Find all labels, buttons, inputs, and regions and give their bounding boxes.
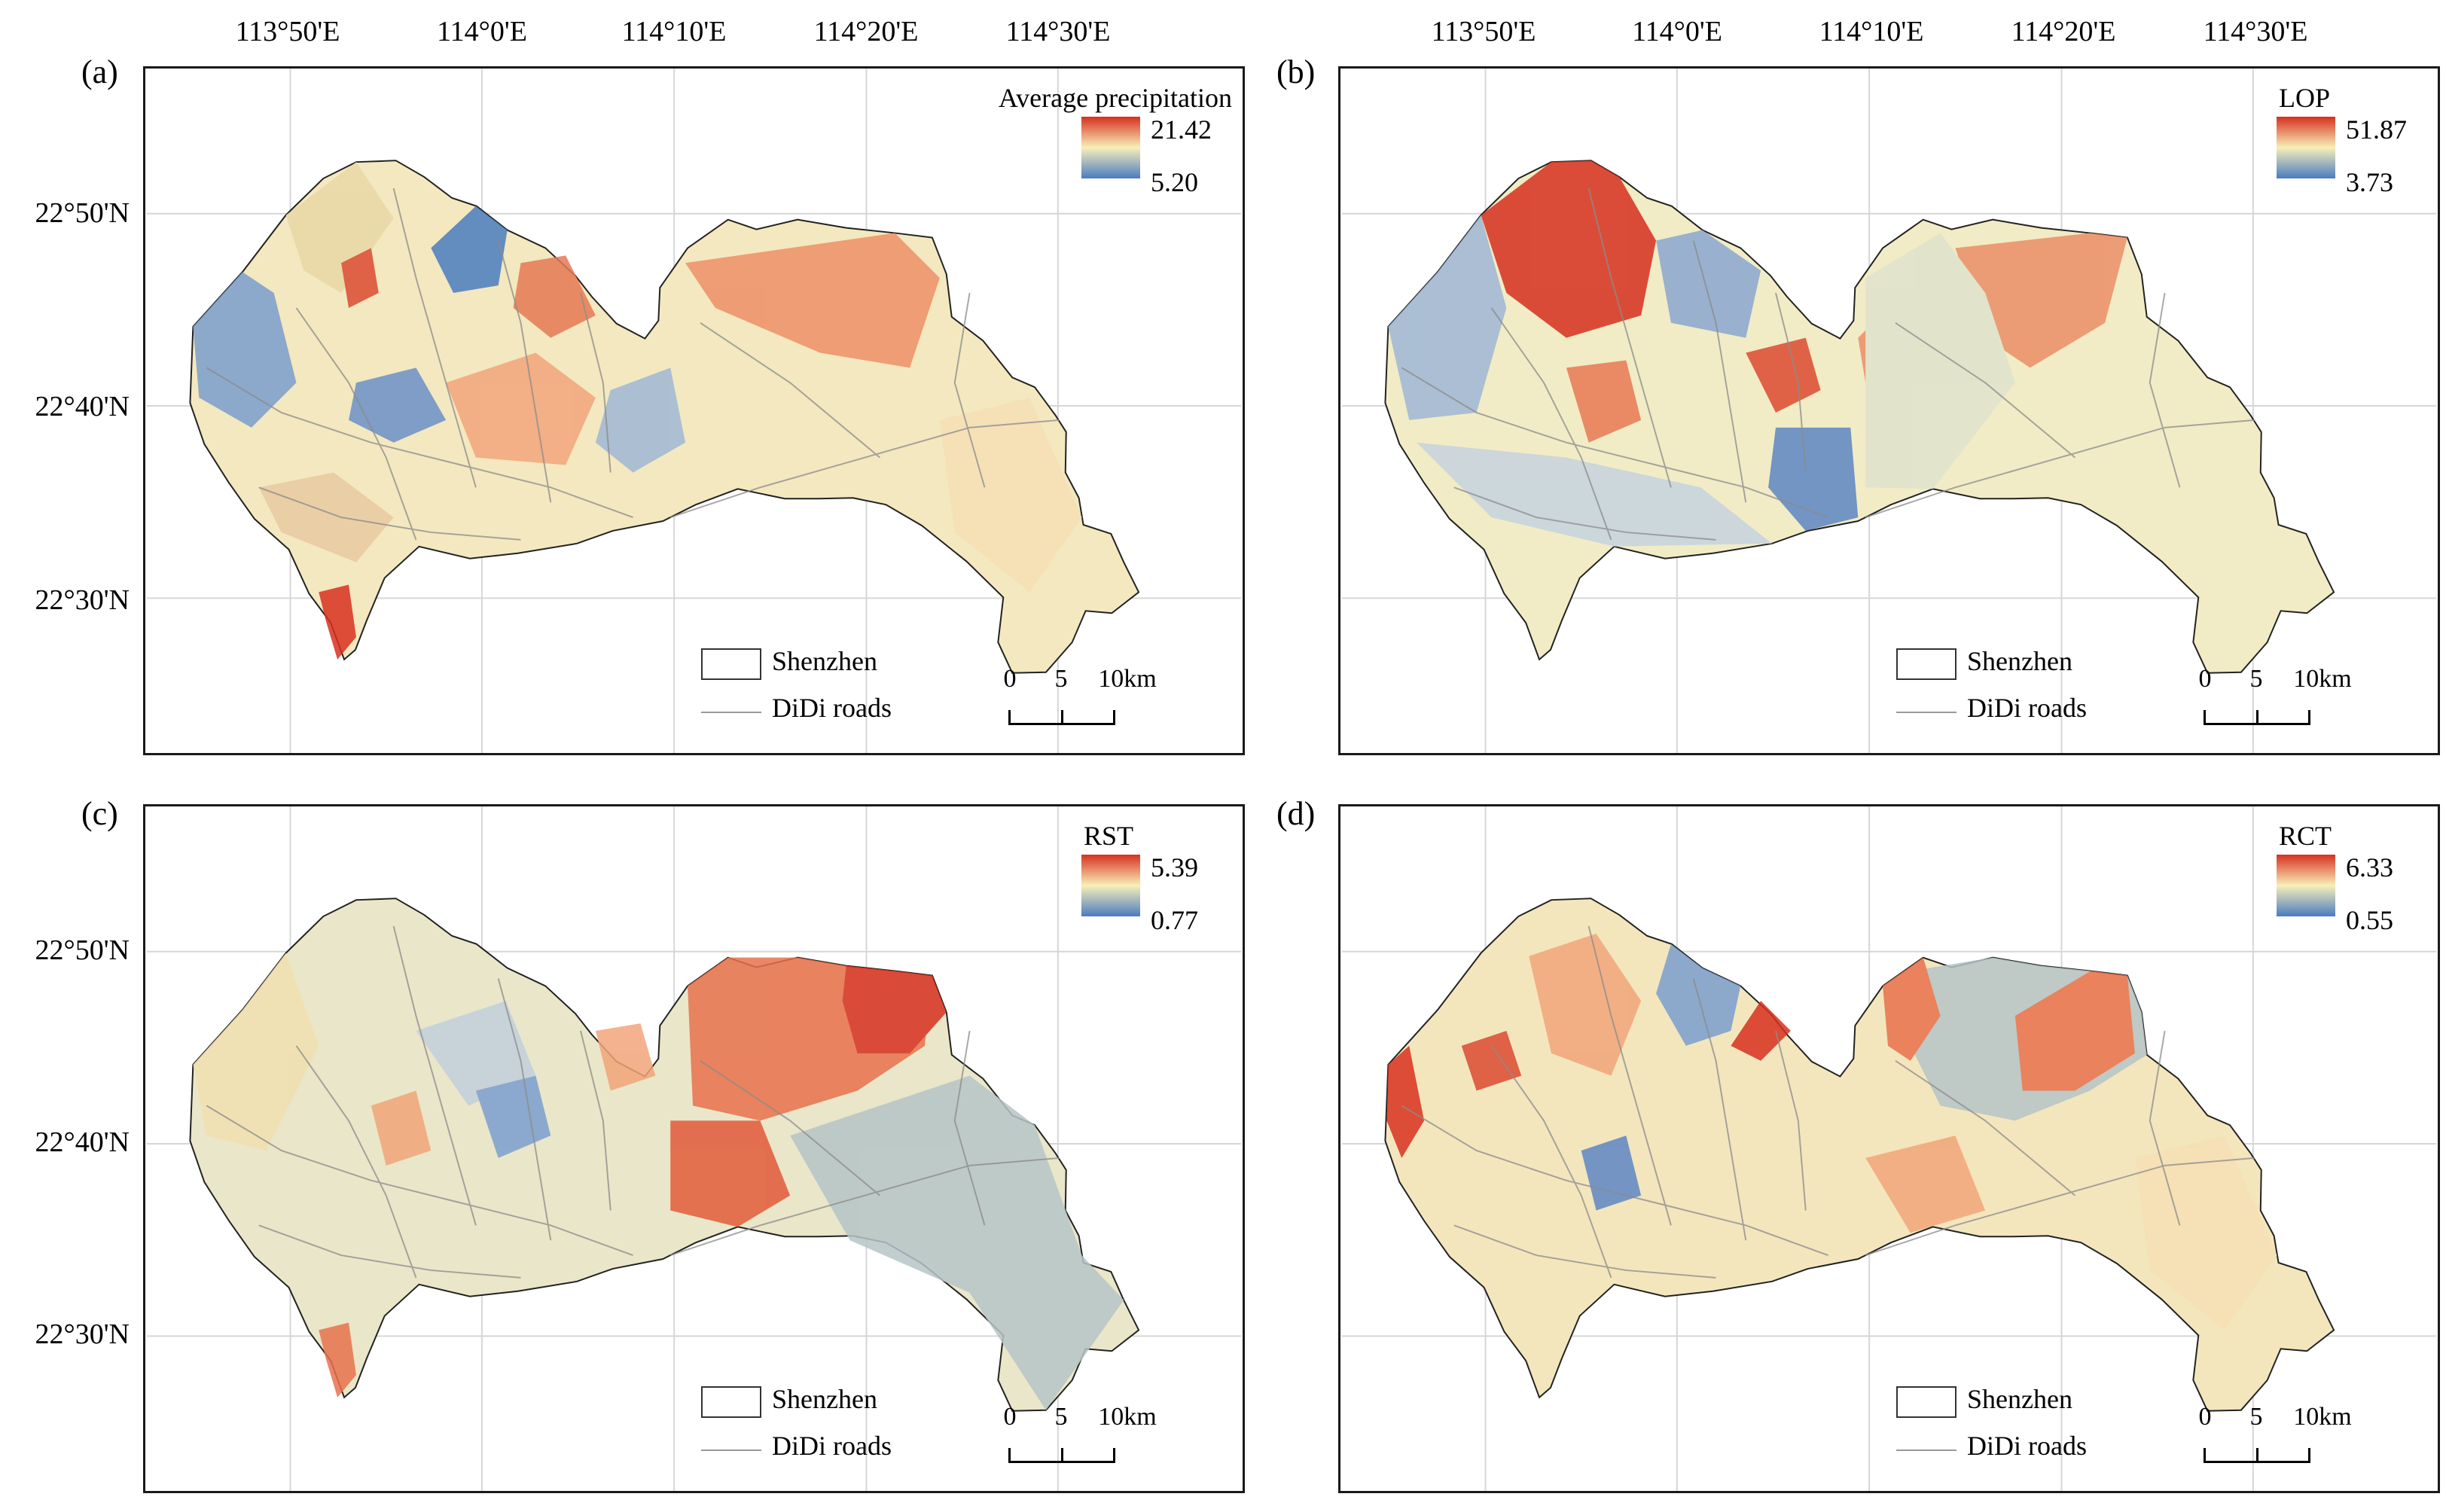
didi-road-network xyxy=(206,925,1060,1279)
scale-bar-tick xyxy=(1061,1448,1063,1463)
scale-bar-tick xyxy=(1061,710,1063,725)
scale-label-5: 5 xyxy=(2249,665,2263,693)
boundary-key-label: Shenzhen xyxy=(772,646,877,676)
scale-bar-tick xyxy=(2256,1448,2258,1463)
road-key-symbol xyxy=(701,1450,761,1451)
map-panel-a: Average precipitation 21.42 5.20 Shenzhe… xyxy=(143,66,1245,755)
legend-max-value: 5.39 xyxy=(1151,852,1198,883)
lon-label-b-2: 114°0'E xyxy=(1632,16,1722,47)
boundary-key-symbol xyxy=(701,648,761,680)
legend-min-value: 3.73 xyxy=(2346,167,2393,197)
lat-label-a-1: 22°50'N xyxy=(35,197,130,229)
panel-label-a: (a) xyxy=(81,53,118,90)
road-key-label: DiDi roads xyxy=(772,693,892,723)
scale-label-0: 0 xyxy=(1003,665,1017,693)
legend-max-value: 21.42 xyxy=(1151,114,1212,145)
scale-label-10km: 10km xyxy=(2293,1403,2352,1431)
didi-road-network xyxy=(206,187,1060,541)
legend-color-ramp xyxy=(1081,855,1140,916)
didi-road-network xyxy=(1401,187,2255,541)
road-key-symbol xyxy=(1896,1450,1956,1451)
scale-label-10km: 10km xyxy=(1098,665,1157,693)
legend-color-ramp xyxy=(2277,855,2335,916)
scale-label-5: 5 xyxy=(1054,665,1068,693)
didi-road-network xyxy=(1401,925,2255,1279)
lon-label-a-4: 114°20'E xyxy=(813,16,919,47)
road-key-label: DiDi roads xyxy=(772,1431,892,1461)
boundary-key-symbol xyxy=(1896,1386,1956,1418)
legend-title: RST xyxy=(1084,821,1134,851)
value-patches xyxy=(193,162,1082,660)
legend-min-value: 0.55 xyxy=(2346,905,2393,935)
legend-min-value: 5.20 xyxy=(1151,167,1198,197)
lon-label-a-5: 114°30'E xyxy=(1005,16,1111,47)
road-key-label: DiDi roads xyxy=(1967,693,2087,723)
panel-label-b: (b) xyxy=(1276,53,1316,90)
scale-label-5: 5 xyxy=(2249,1403,2263,1431)
lon-label-b-5: 114°30'E xyxy=(2203,16,2308,47)
legend-max-value: 51.87 xyxy=(2346,114,2407,145)
choropleth-map-c xyxy=(146,806,1242,1491)
choropleth-map-d xyxy=(1341,806,2437,1491)
lat-label-c-3: 22°30'N xyxy=(35,1318,130,1350)
boundary-key-symbol xyxy=(701,1386,761,1418)
lon-label-a-3: 114°10'E xyxy=(621,16,727,47)
choropleth-map-b xyxy=(1341,69,2437,753)
scale-bar-tick xyxy=(2256,710,2258,725)
scale-label-0: 0 xyxy=(2198,665,2212,693)
road-key-label: DiDi roads xyxy=(1967,1431,2087,1461)
scale-label-0: 0 xyxy=(2198,1403,2212,1431)
road-key-symbol xyxy=(1896,712,1956,713)
boundary-key-label: Shenzhen xyxy=(1967,1384,2072,1414)
road-key-symbol xyxy=(701,712,761,713)
lon-label-b-1: 113°50'E xyxy=(1431,16,1536,47)
boundary-key-label: Shenzhen xyxy=(772,1384,877,1414)
boundary-key-label: Shenzhen xyxy=(1967,646,2072,676)
panel-label-d: (d) xyxy=(1276,795,1316,832)
scale-label-5: 5 xyxy=(1054,1403,1068,1431)
legend-title: RCT xyxy=(2279,821,2332,851)
legend-color-ramp xyxy=(1081,117,1140,178)
lon-label-a-1: 113°50'E xyxy=(235,16,340,47)
legend-color-ramp xyxy=(2277,117,2335,178)
lat-label-c-2: 22°40'N xyxy=(35,1126,130,1158)
legend-title: LOP xyxy=(2279,83,2331,113)
lat-label-a-3: 22°30'N xyxy=(35,584,130,616)
value-patches xyxy=(1386,933,2277,1331)
scale-label-10km: 10km xyxy=(2293,665,2352,693)
legend-max-value: 6.33 xyxy=(2346,852,2393,883)
panel-label-c: (c) xyxy=(81,795,118,832)
map-panel-b: LOP 51.87 3.73 Shenzhen DiDi roads 0 5 1… xyxy=(1338,66,2440,755)
lon-label-b-4: 114°20'E xyxy=(2011,16,2116,47)
lon-label-a-2: 114°0'E xyxy=(437,16,527,47)
map-panel-c: RST 5.39 0.77 Shenzhen DiDi roads 0 5 10… xyxy=(143,804,1245,1493)
scale-label-10km: 10km xyxy=(1098,1403,1157,1431)
scale-label-0: 0 xyxy=(1003,1403,1017,1431)
lon-label-b-3: 114°10'E xyxy=(1819,16,1924,47)
legend-min-value: 0.77 xyxy=(1151,905,1198,935)
lat-label-a-2: 22°40'N xyxy=(35,391,130,422)
legend-title: Average precipitation xyxy=(998,83,1232,113)
choropleth-map-a xyxy=(146,69,1242,753)
lat-label-c-1: 22°50'N xyxy=(35,934,130,966)
boundary-key-symbol xyxy=(1896,648,1956,680)
map-panel-d: RCT 6.33 0.55 Shenzhen DiDi roads 0 5 10… xyxy=(1338,804,2440,1493)
